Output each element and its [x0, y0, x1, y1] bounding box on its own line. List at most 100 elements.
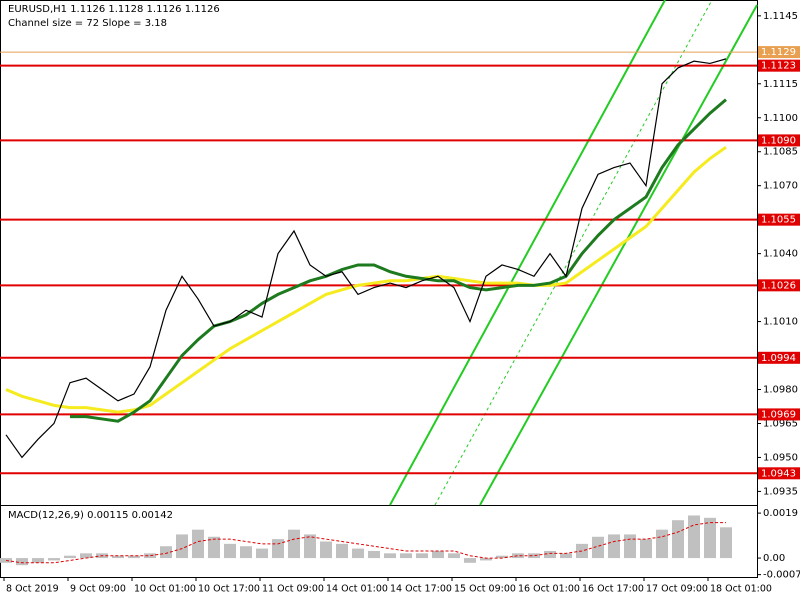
macd-panel [0, 505, 758, 578]
x-tick-label: 16 Oct 17:00 [582, 584, 644, 595]
macd-bar [80, 553, 92, 559]
macd-bar [288, 529, 300, 559]
level-box [758, 134, 800, 147]
y-tick-label: 1.1040 [763, 249, 798, 260]
macd-bar [672, 520, 684, 559]
macd-bar [464, 558, 476, 563]
macd-bar [224, 543, 236, 559]
macd-bar [512, 553, 524, 559]
macd-bar [16, 558, 28, 566]
level-label: 1.1026 [761, 280, 796, 291]
x-tick-label: 17 Oct 09:00 [646, 584, 708, 595]
x-tick-label: 9 Oct 09:00 [70, 584, 126, 595]
macd-bar [416, 553, 428, 559]
macd-bar [272, 539, 284, 559]
macd-bar [112, 555, 124, 559]
level-label: 1.0969 [761, 409, 796, 420]
y-tick-label: 1.1085 [763, 147, 798, 158]
level-box [758, 213, 800, 226]
macd-bar [400, 553, 412, 559]
macd-bar [208, 536, 220, 559]
x-tick-label: 14 Oct 01:00 [326, 584, 388, 595]
macd-bar [704, 517, 716, 559]
macd-bar [192, 529, 204, 559]
moving-average [5, 145, 727, 414]
macd-bar [608, 534, 620, 559]
channel-line [479, 4, 758, 506]
macd-bar [480, 558, 492, 561]
level-label: 1.0994 [761, 353, 796, 364]
level-label: 1.0943 [761, 468, 796, 479]
macd-bar [352, 548, 364, 559]
macd-bar [432, 550, 444, 559]
macd-bar [320, 541, 332, 559]
x-tick-label: 10 Oct 17:00 [198, 584, 260, 595]
x-tick-label: 10 Oct 01:00 [134, 584, 196, 595]
channel-line [389, 0, 666, 506]
y-tick-label: 1.1070 [763, 181, 798, 192]
macd-bar [128, 555, 140, 559]
macd-bar [368, 550, 380, 559]
channel [389, 0, 758, 506]
macd-tick-label: -0.0007 [763, 570, 800, 581]
y-tick-label: 1.0980 [763, 385, 798, 396]
chart-title: EURUSD,H1 1.1126 1.1128 1.1126 1.1126 [8, 4, 220, 15]
y-tick-label: 1.0935 [763, 486, 798, 497]
macd-bar [256, 548, 268, 559]
macd-bar [688, 515, 700, 559]
x-tick-label: 18 Oct 01:00 [710, 584, 772, 595]
x-tick-label: 11 Oct 09:00 [262, 584, 324, 595]
y-tick-label: 1.0965 [763, 418, 798, 429]
macd-bar [240, 546, 252, 559]
plot: 1.1145 1.1115 1.1100 1.1085 1.1070 1.1040 1.10… [0, 11, 800, 595]
macd-bar [48, 558, 60, 561]
x-tick-label: 8 Oct 2019 [6, 584, 59, 595]
level-label: 1.1055 [761, 215, 796, 226]
y-tick-label: 1.1115 [763, 79, 798, 90]
macd-bar [32, 558, 44, 563]
macd-bar [64, 555, 76, 559]
y-tick-label: 1.1100 [763, 113, 798, 124]
macd-bar [384, 553, 396, 559]
level-label: 1.1090 [761, 135, 796, 146]
macd-bar [560, 553, 572, 559]
macd-bar [336, 543, 348, 559]
chart-subtitle: Channel size = 72 Slope = 3.18 [8, 18, 167, 29]
level-box [758, 351, 800, 364]
x-tick-label: 15 Oct 09:00 [454, 584, 516, 595]
macd-bar [144, 553, 156, 559]
macd-bar [656, 529, 668, 559]
macd-bar [496, 555, 508, 559]
macd-bar [176, 534, 188, 559]
level-box [758, 279, 800, 292]
macd-bar [304, 534, 316, 559]
macd-tick-label: 0.0019 [763, 508, 798, 519]
macd-tick-label: 0.00 [763, 553, 785, 564]
macd-bar [528, 553, 540, 559]
level-box [758, 467, 800, 480]
price-label: 1.1129 [761, 47, 796, 58]
macd-bar [592, 536, 604, 559]
macd-bar [544, 550, 556, 559]
moving-average [70, 98, 727, 423]
y-tick-label: 1.1010 [763, 317, 798, 328]
y-tick-label: 1.0950 [763, 452, 798, 463]
macd-bar [640, 539, 652, 559]
macd-bar [624, 534, 636, 559]
x-tick-label: 14 Oct 17:00 [390, 584, 452, 595]
macd-signal [5, 522, 726, 564]
macd-bar [448, 553, 460, 559]
y-tick-label: 1.1145 [763, 11, 798, 22]
x-tick-label: 16 Oct 01:00 [518, 584, 580, 595]
macd-bar [160, 546, 172, 559]
macd-bar [720, 527, 732, 559]
level-label: 1.1123 [761, 61, 796, 72]
price-box [758, 46, 800, 59]
price-line-series [5, 58, 727, 459]
level-box [758, 408, 800, 421]
level-box [758, 59, 800, 72]
macd-title: MACD(12,26,9) 0.00115 0.00142 [8, 510, 173, 521]
